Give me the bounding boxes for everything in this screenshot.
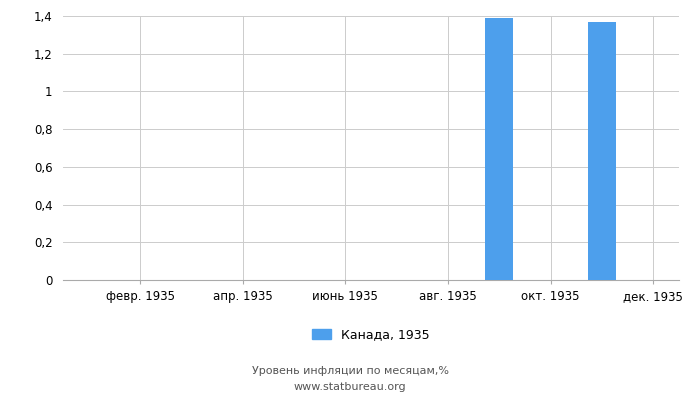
Text: Уровень инфляции по месяцам,%: Уровень инфляции по месяцам,%	[251, 366, 449, 376]
Text: www.statbureau.org: www.statbureau.org	[294, 382, 406, 392]
Bar	[485, 18, 513, 280]
Bar	[588, 22, 616, 280]
Legend: Канада, 1935: Канада, 1935	[312, 328, 430, 342]
